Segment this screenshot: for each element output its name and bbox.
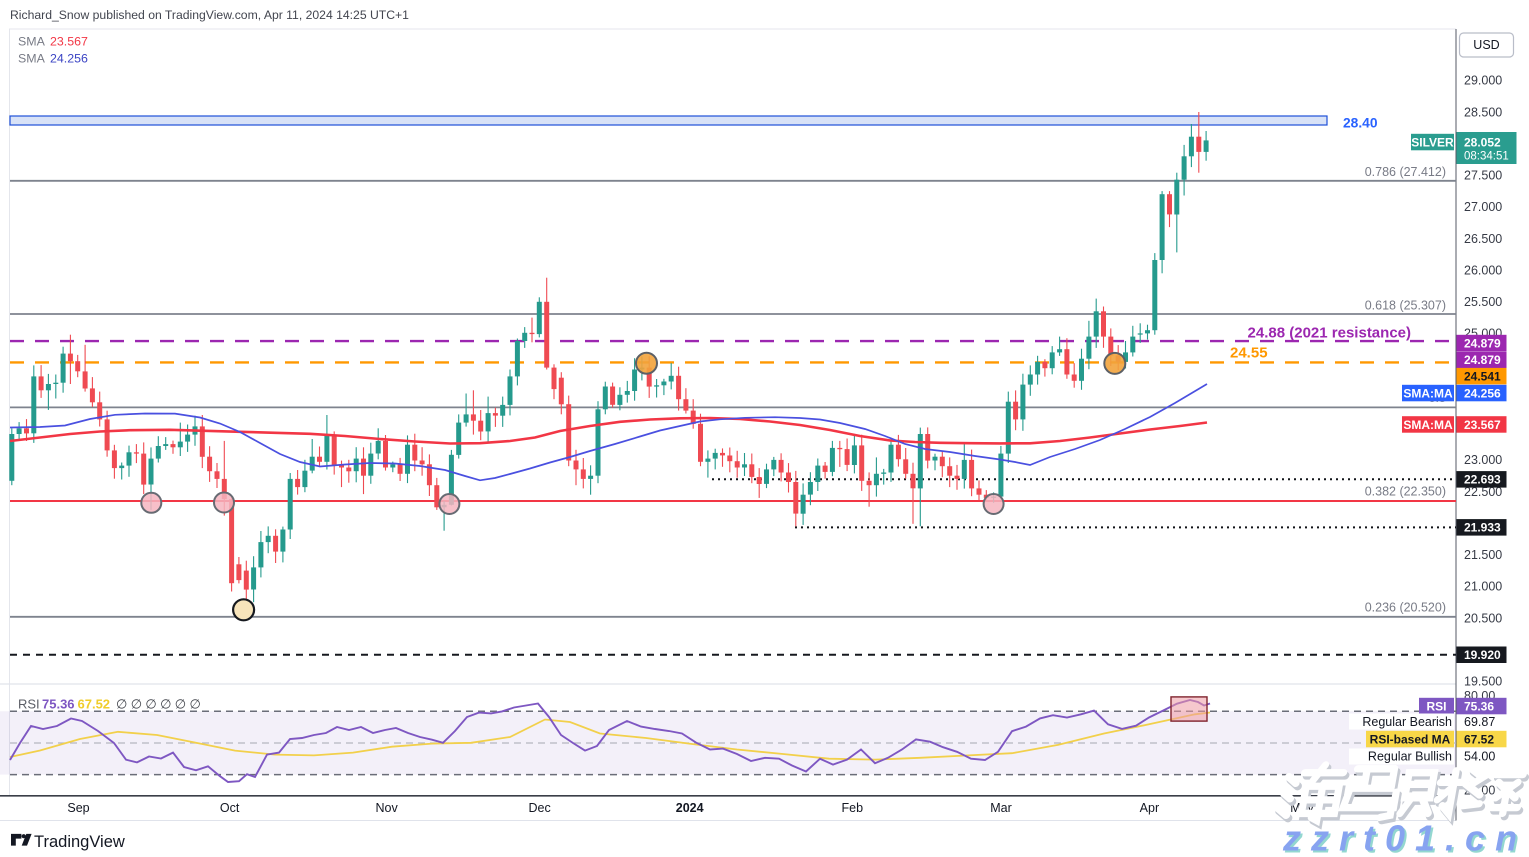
svg-text:SMA:MA: SMA:MA — [1403, 386, 1453, 400]
svg-text:20.500: 20.500 — [1464, 611, 1502, 625]
svg-text:21.000: 21.000 — [1464, 580, 1502, 594]
svg-text:24.879: 24.879 — [1464, 353, 1501, 367]
svg-text:26.000: 26.000 — [1464, 263, 1502, 277]
svg-text:21.933: 21.933 — [1464, 521, 1501, 535]
svg-text:SMA:MA: SMA:MA — [1403, 418, 1453, 432]
svg-text:Nov: Nov — [375, 801, 398, 815]
svg-text:∅: ∅ — [116, 697, 127, 712]
svg-text:22.500: 22.500 — [1464, 485, 1502, 499]
svg-text:0.382 (22.350): 0.382 (22.350) — [1365, 485, 1446, 499]
svg-text:Regular Bearish: Regular Bearish — [1362, 715, 1452, 729]
svg-text:Oct: Oct — [220, 801, 240, 815]
svg-text:24.88 (2021 resistance): 24.88 (2021 resistance) — [1248, 325, 1411, 342]
svg-text:25.500: 25.500 — [1464, 295, 1502, 309]
svg-text:27.000: 27.000 — [1464, 200, 1502, 214]
svg-text:0.786 (27.412): 0.786 (27.412) — [1365, 165, 1446, 179]
svg-text:29.000: 29.000 — [1464, 74, 1502, 88]
svg-text:67.52: 67.52 — [78, 697, 111, 712]
svg-text:23.567: 23.567 — [50, 35, 88, 49]
svg-text:Richard_Snow published on Trad: Richard_Snow published on TradingView.co… — [10, 8, 409, 22]
svg-text:26.500: 26.500 — [1464, 232, 1502, 246]
svg-text:23.567: 23.567 — [1464, 418, 1501, 432]
svg-text:75.36: 75.36 — [1464, 699, 1494, 713]
svg-text:RSI-based MA: RSI-based MA — [1370, 732, 1451, 746]
svg-text:22.693: 22.693 — [1464, 473, 1501, 487]
svg-text:24.256: 24.256 — [1464, 386, 1501, 400]
svg-text:08:34:51: 08:34:51 — [1464, 151, 1509, 163]
svg-text:24.541: 24.541 — [1464, 370, 1501, 384]
svg-text:SMA: SMA — [18, 52, 46, 66]
svg-text:RSI: RSI — [1426, 699, 1446, 713]
svg-text:75.36: 75.36 — [42, 697, 75, 712]
svg-text:24.256: 24.256 — [50, 52, 88, 66]
svg-text:27.500: 27.500 — [1464, 169, 1502, 183]
svg-text:RSI: RSI — [18, 697, 40, 712]
svg-text:Regular Bullish: Regular Bullish — [1368, 749, 1452, 763]
svg-text:zzrt01.cn: zzrt01.cn — [1282, 818, 1527, 857]
svg-text:24.55: 24.55 — [1230, 345, 1268, 362]
svg-text:USD: USD — [1473, 38, 1499, 52]
svg-text:SMA: SMA — [18, 35, 46, 49]
svg-text:0.236 (20.520): 0.236 (20.520) — [1365, 601, 1446, 615]
svg-text:∅: ∅ — [190, 697, 201, 712]
svg-text:19.920: 19.920 — [1464, 648, 1501, 662]
svg-text:Dec: Dec — [528, 801, 550, 815]
svg-text:Mar: Mar — [990, 801, 1012, 815]
svg-text:∅: ∅ — [131, 697, 142, 712]
svg-text:28.40: 28.40 — [1343, 116, 1378, 131]
svg-text:zzrt01.cn: zzrt01.cn — [1284, 820, 1529, 857]
svg-text:TradingView: TradingView — [34, 833, 125, 851]
svg-text:67.52: 67.52 — [1464, 732, 1494, 746]
svg-text:19.500: 19.500 — [1464, 675, 1502, 689]
svg-text:Sep: Sep — [67, 801, 89, 815]
svg-text:0.618 (25.307): 0.618 (25.307) — [1365, 299, 1446, 313]
svg-text:54.00: 54.00 — [1464, 749, 1495, 763]
svg-text:2024: 2024 — [676, 801, 704, 815]
svg-text:Apr: Apr — [1140, 801, 1159, 815]
svg-text:Feb: Feb — [842, 801, 864, 815]
svg-text:21.500: 21.500 — [1464, 548, 1502, 562]
svg-text:∅: ∅ — [145, 697, 156, 712]
svg-text:28.052: 28.052 — [1464, 136, 1501, 150]
svg-text:69.87: 69.87 — [1464, 715, 1495, 729]
svg-text:∅: ∅ — [160, 697, 171, 712]
svg-text:∅: ∅ — [175, 697, 186, 712]
svg-text:28.500: 28.500 — [1464, 105, 1502, 119]
svg-text:SILVER: SILVER — [1411, 135, 1454, 149]
svg-text:23.000: 23.000 — [1464, 453, 1502, 467]
svg-text:24.879: 24.879 — [1464, 336, 1501, 350]
